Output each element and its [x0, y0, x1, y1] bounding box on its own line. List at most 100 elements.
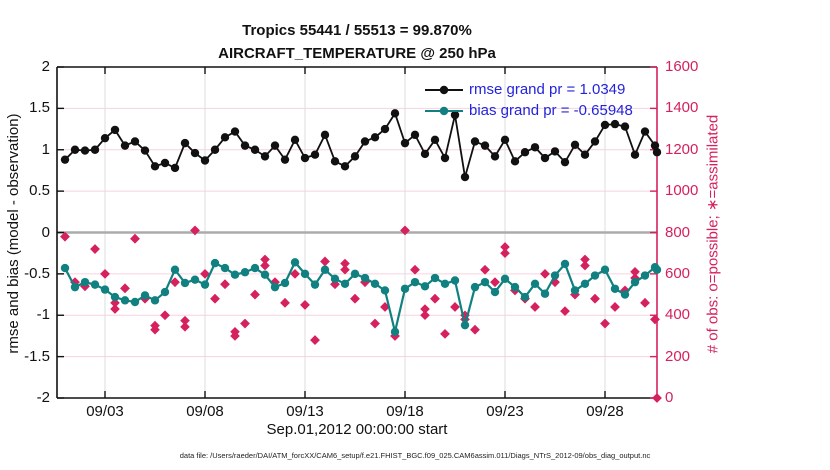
series-marker: [540, 153, 550, 163]
obs-marker: [630, 267, 640, 277]
series-marker: [630, 150, 640, 159]
right-axis-label: # of obs: o=possible; ∗=assimilated: [704, 114, 722, 354]
obs-marker: [160, 310, 170, 321]
y-tick-label-right: 0: [665, 389, 674, 406]
series-marker: [160, 287, 170, 297]
obs-marker: [210, 293, 220, 304]
series-marker: [130, 137, 140, 146]
series-marker: [610, 119, 620, 129]
legend-item-bias: bias grand pr = -0.65948: [424, 100, 633, 121]
obs-marker: [650, 314, 660, 325]
plot-subtitle: AIRCRAFT_TEMPERATURE @ 250 hPa: [218, 45, 496, 62]
series-marker: [620, 290, 630, 299]
obs-marker: [240, 318, 250, 329]
series-marker: [560, 157, 570, 167]
y-tick-label-left: -1: [36, 306, 50, 324]
series-marker: [60, 155, 70, 164]
y-tick-label-right: 800: [665, 223, 691, 241]
series-marker: [140, 291, 150, 300]
series-marker: [280, 155, 290, 164]
series-marker: [480, 277, 490, 287]
series-marker: [400, 284, 410, 293]
series-marker: [420, 149, 430, 159]
series-marker: [400, 138, 410, 148]
series-marker: [190, 148, 200, 158]
y-tick-label-left: -2: [36, 389, 50, 406]
y-tick-label-right: 200: [665, 347, 691, 365]
series-marker: [560, 259, 570, 269]
series-marker: [370, 279, 380, 289]
series-marker: [320, 130, 330, 140]
x-tick-label: 09/28: [586, 403, 624, 420]
y-tick-label-right: 1200: [665, 140, 699, 158]
series-marker: [80, 277, 90, 287]
obs-marker: [640, 298, 650, 308]
series-marker: [600, 265, 610, 274]
series-marker: [160, 158, 170, 168]
series-marker: [520, 292, 530, 302]
series-marker: [510, 282, 520, 292]
y-tick-label-left: -1.5: [24, 347, 50, 365]
series-marker: [610, 284, 620, 293]
series-marker: [240, 268, 250, 277]
obs-marker: [370, 318, 380, 329]
series-marker: [180, 278, 190, 288]
x-tick-label: 09/03: [86, 403, 124, 420]
series-marker: [100, 133, 110, 143]
series-marker: [220, 133, 230, 142]
series-marker: [320, 265, 330, 274]
obs-marker: [250, 289, 260, 300]
obs-marker: [470, 324, 480, 335]
series-marker: [550, 147, 560, 156]
obs-marker: [270, 277, 280, 287]
series-marker: [440, 279, 450, 289]
series-marker: [300, 153, 310, 163]
series-marker: [290, 135, 300, 145]
series-marker: [130, 297, 140, 307]
series-marker: [380, 124, 390, 134]
series-marker: [640, 127, 650, 136]
data-file-path: data file: /Users/raeder/DAI/ATM_forcXX/…: [179, 451, 651, 460]
obs-marker: [550, 277, 560, 287]
series-marker: [200, 280, 210, 289]
series-marker: [470, 137, 480, 146]
series-marker: [300, 269, 310, 279]
series-marker: [590, 271, 600, 280]
obs-marker: [652, 393, 662, 403]
obs-marker: [560, 306, 570, 316]
series-marker: [380, 286, 390, 295]
series-marker: [230, 270, 240, 279]
series-marker: [360, 137, 370, 146]
series-marker: [550, 271, 560, 280]
y-tick-label-left: 1.5: [29, 99, 50, 117]
legend: rmse grand pr = 1.0349 bias grand pr = -…: [424, 79, 633, 121]
obs-marker: [580, 254, 590, 265]
obs-marker: [400, 225, 410, 236]
series-marker: [520, 148, 530, 157]
obs-marker: [380, 302, 390, 312]
series-marker: [340, 162, 350, 171]
series-marker: [490, 287, 500, 297]
series-marker: [120, 296, 130, 305]
y-tick-label-right: 1000: [665, 182, 699, 200]
series-marker: [150, 162, 160, 171]
series-marker: [210, 145, 220, 154]
series-marker: [460, 320, 470, 330]
series-marker: [580, 279, 590, 289]
obs-marker: [200, 269, 210, 279]
x-tick-label: 09/18: [386, 403, 424, 420]
obs-marker: [420, 310, 430, 321]
obs-marker: [350, 293, 360, 304]
series-marker: [450, 110, 460, 120]
series-marker: [360, 273, 370, 283]
series-marker: [150, 296, 160, 305]
obs-marker: [610, 302, 620, 312]
series-marker: [652, 148, 662, 157]
series-marker: [310, 150, 320, 159]
bias-line-sample: [425, 106, 463, 115]
series-marker: [240, 141, 250, 150]
series-marker: [630, 277, 640, 287]
series-marker: [530, 143, 540, 152]
series-marker: [200, 156, 210, 165]
series-marker: [110, 292, 120, 302]
